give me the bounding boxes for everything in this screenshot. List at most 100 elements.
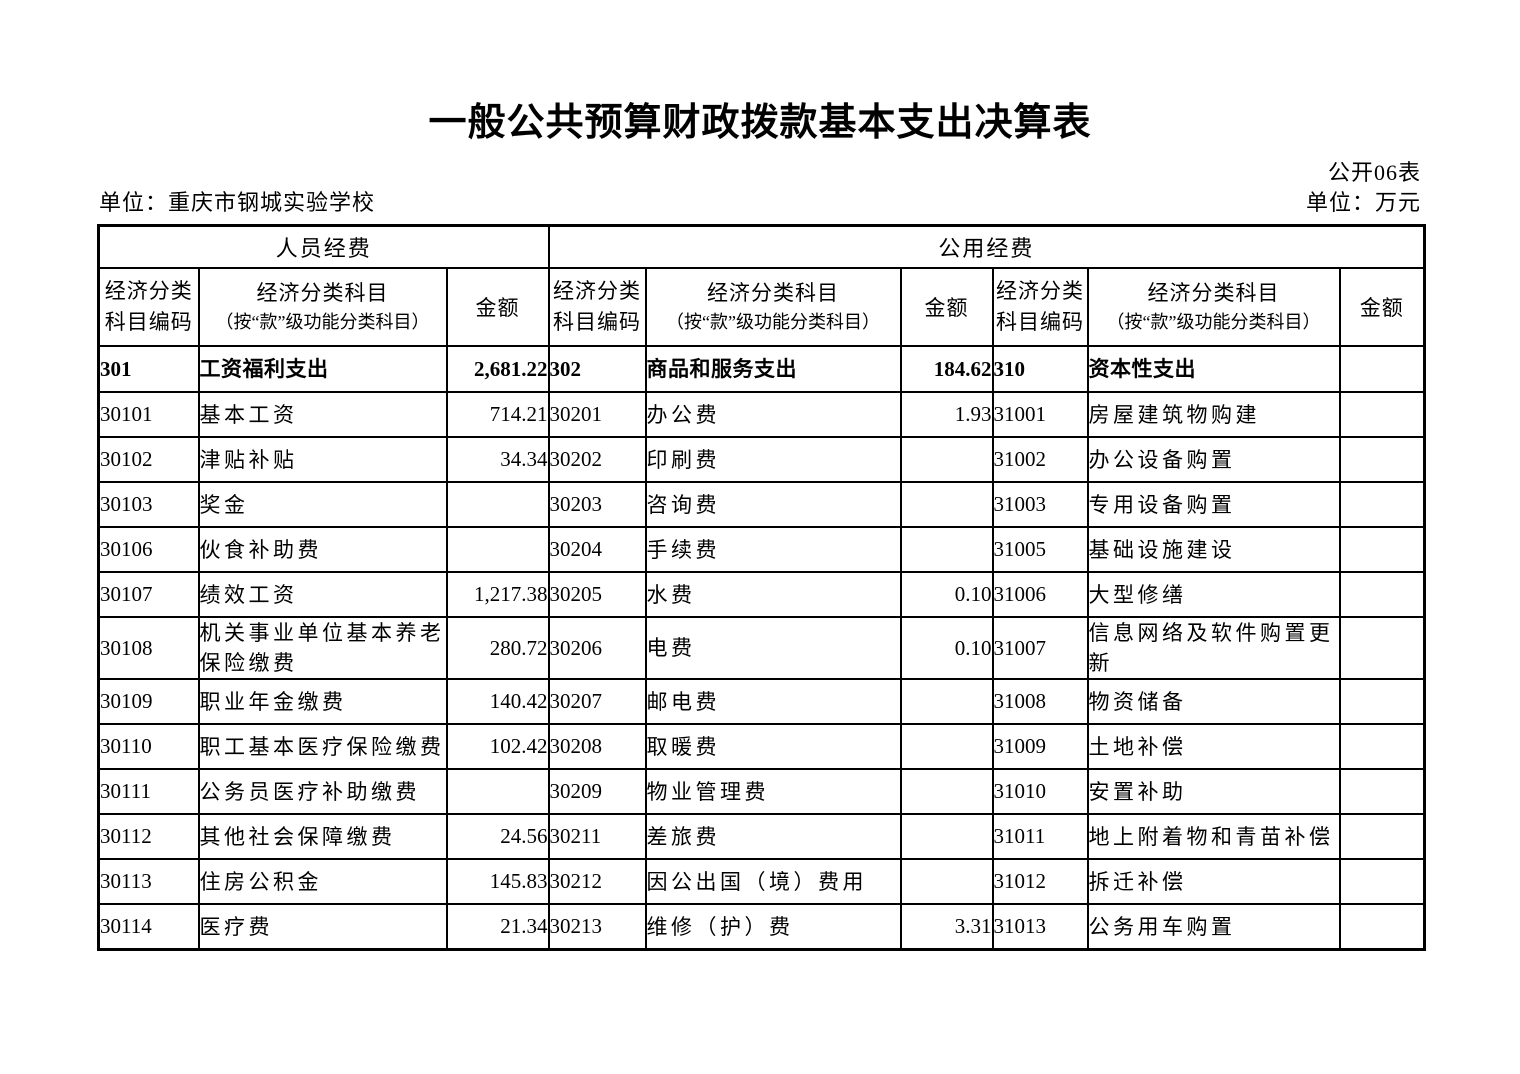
code-cell: 30206	[547, 616, 647, 680]
table-row: 30108 机关事业单位基本养老保险缴费 280.72 30206 电费 0.1…	[97, 616, 1426, 680]
code-cell: 31001	[991, 391, 1089, 438]
amount-cell	[899, 768, 994, 815]
code-cell: 30113	[97, 858, 200, 905]
table-row: 30111 公务员医疗补助缴费 30209 物业管理费 31010 安置补助	[97, 768, 1426, 815]
amount-cell	[1338, 813, 1426, 860]
col-header-code: 经济分类 科目编码	[991, 267, 1089, 347]
subject-cell: 基本工资	[197, 391, 448, 438]
code-cell: 30109	[97, 678, 200, 725]
amount-cell: 24.56	[445, 813, 550, 860]
subject-cell: 机关事业单位基本养老保险缴费	[197, 616, 448, 680]
code-cell: 31002	[991, 436, 1089, 483]
code-cell: 31010	[991, 768, 1089, 815]
section-header-public: 公用经费	[547, 224, 1426, 269]
code-cell: 30213	[547, 903, 647, 951]
amount-cell	[899, 436, 994, 483]
table-row: 30114 医疗费 21.34 30213 维修（护）费 3.31 31013 …	[97, 903, 1426, 951]
subject-cell: 地上附着物和青苗补偿	[1086, 813, 1341, 860]
subject-cell: 资本性支出	[1086, 345, 1341, 393]
code-cell: 30211	[547, 813, 647, 860]
meta-row: 单位：重庆市钢城实验学校 单位：万元	[99, 190, 1421, 216]
expenditure-table: 人员经费 公用经费 经济分类 科目编码 经济分类科目 （按“款”级功能分类科目）…	[97, 224, 1427, 951]
amount-cell: 714.21	[445, 391, 550, 438]
code-cell: 30103	[97, 481, 200, 528]
amount-cell: 0.10	[899, 571, 994, 618]
section-header-row: 人员经费 公用经费	[97, 224, 1426, 269]
code-cell: 30102	[97, 436, 200, 483]
amount-cell	[1338, 391, 1426, 438]
subject-cell: 伙食补助费	[197, 526, 448, 573]
col-header-amount: 金额	[445, 267, 550, 347]
table-row: 30103 奖金 30203 咨询费 31003 专用设备购置	[97, 481, 1426, 528]
subject-cell: 职业年金缴费	[197, 678, 448, 725]
subject-cell: 奖金	[197, 481, 448, 528]
subject-cell: 公务员医疗补助缴费	[197, 768, 448, 815]
code-cell: 30107	[97, 571, 200, 618]
subject-cell: 水费	[644, 571, 902, 618]
column-header-row: 经济分类 科目编码 经济分类科目 （按“款”级功能分类科目） 金额 经济分类 科…	[97, 267, 1426, 347]
table-row: 30113 住房公积金 145.83 30212 因公出国（境）费用 31012…	[97, 858, 1426, 905]
col-header-subject: 经济分类科目 （按“款”级功能分类科目）	[1086, 267, 1341, 347]
page-title: 一般公共预算财政拨款基本支出决算表	[428, 102, 1092, 144]
unit-measure: 单位：万元	[1305, 190, 1421, 215]
col-header-amount: 金额	[1338, 267, 1426, 347]
code-cell: 30201	[547, 391, 647, 438]
subject-cell: 公务用车购置	[1086, 903, 1341, 951]
section-header-personnel: 人员经费	[97, 224, 550, 269]
table-row: 30106 伙食补助费 30204 手续费 31005 基础设施建设	[97, 526, 1426, 573]
amount-cell	[899, 723, 994, 770]
code-cell: 30114	[97, 903, 200, 951]
code-cell: 30209	[547, 768, 647, 815]
subject-cell: 专用设备购置	[1086, 481, 1341, 528]
table-body: 301 工资福利支出 2,681.22 302 商品和服务支出 184.62 3…	[97, 345, 1426, 951]
code-cell: 31005	[991, 526, 1089, 573]
amount-cell	[1338, 571, 1426, 618]
code-cell: 30208	[547, 723, 647, 770]
amount-cell	[1338, 481, 1426, 528]
unit-name: 单位：重庆市钢城实验学校	[99, 190, 376, 215]
code-cell: 31011	[991, 813, 1089, 860]
subject-cell: 物资储备	[1086, 678, 1341, 725]
code-cell: 30108	[97, 616, 200, 680]
amount-cell: 145.83	[445, 858, 550, 905]
col-header-amount: 金额	[899, 267, 994, 347]
table-row: 30112 其他社会保障缴费 24.56 30211 差旅费 31011 地上附…	[97, 813, 1426, 860]
subject-cell: 办公费	[644, 391, 902, 438]
code-cell: 302	[547, 345, 647, 393]
col-header-code: 经济分类 科目编码	[547, 267, 647, 347]
subject-cell: 物业管理费	[644, 768, 902, 815]
amount-cell	[899, 526, 994, 573]
amount-cell	[1338, 526, 1426, 573]
subject-cell: 房屋建筑物购建	[1086, 391, 1341, 438]
amount-cell: 280.72	[445, 616, 550, 680]
amount-cell	[1338, 858, 1426, 905]
amount-cell	[899, 858, 994, 905]
amount-cell	[899, 813, 994, 860]
subject-cell: 印刷费	[644, 436, 902, 483]
subject-cell: 基础设施建设	[1086, 526, 1341, 573]
code-cell: 30205	[547, 571, 647, 618]
col-header-code: 经济分类 科目编码	[97, 267, 200, 347]
amount-cell	[899, 481, 994, 528]
subject-cell: 差旅费	[644, 813, 902, 860]
code-cell: 30212	[547, 858, 647, 905]
code-cell: 30106	[97, 526, 200, 573]
subject-cell: 维修（护）费	[644, 903, 902, 951]
table-row: 30109 职业年金缴费 140.42 30207 邮电费 31008 物资储备	[97, 678, 1426, 725]
code-cell: 310	[991, 345, 1089, 393]
code-cell: 31012	[991, 858, 1089, 905]
amount-cell: 102.42	[445, 723, 550, 770]
amount-cell: 1.93	[899, 391, 994, 438]
code-cell: 30204	[547, 526, 647, 573]
subject-cell: 医疗费	[197, 903, 448, 951]
amount-cell	[1338, 903, 1426, 951]
subject-cell: 津贴补贴	[197, 436, 448, 483]
subject-cell: 电费	[644, 616, 902, 680]
subject-cell: 手续费	[644, 526, 902, 573]
subject-cell: 取暖费	[644, 723, 902, 770]
subject-cell: 邮电费	[644, 678, 902, 725]
code-cell: 31006	[991, 571, 1089, 618]
subject-cell: 土地补偿	[1086, 723, 1341, 770]
subject-cell: 住房公积金	[197, 858, 448, 905]
amount-cell	[1338, 723, 1426, 770]
